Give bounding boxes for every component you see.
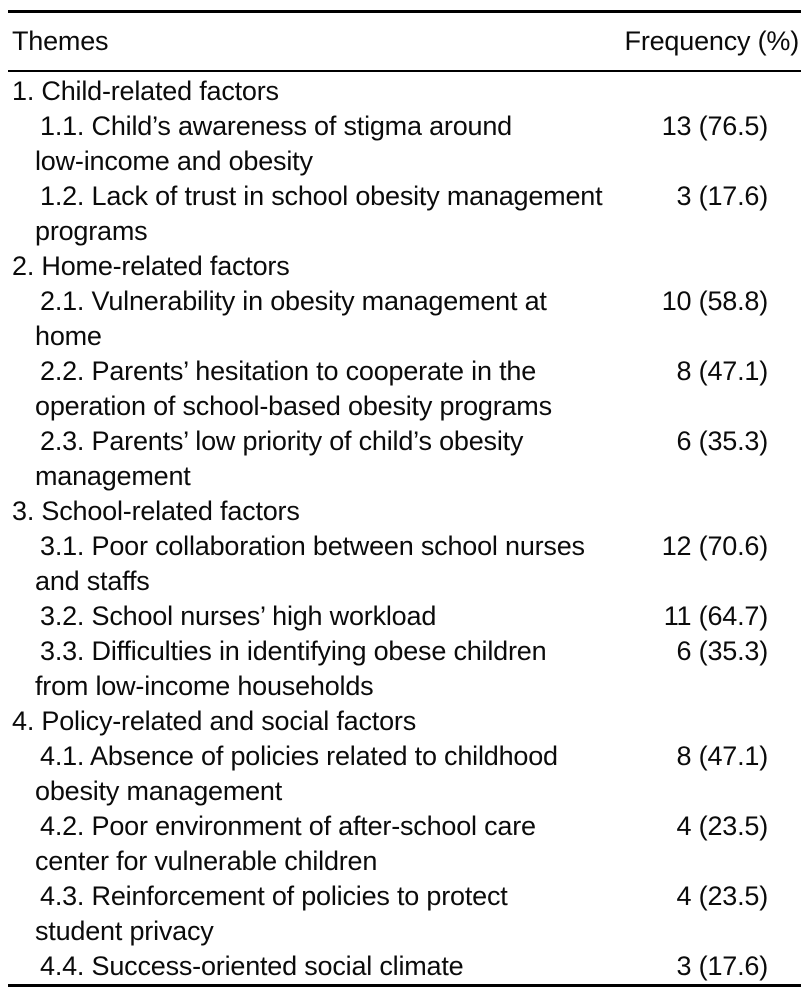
table-row: 1.2. Lack of trust in school obesity man… — [8, 179, 801, 249]
frequency-cell: 3 (17.6) — [676, 951, 769, 981]
table-top-rule — [8, 10, 801, 13]
theme-line: 3.2. School nurses’ high workload — [40, 601, 437, 631]
theme-cell: 4.2. Poor environment of after-school ca… — [8, 809, 801, 879]
theme-line: 1. Child-related factors — [12, 76, 279, 106]
theme-line: 1.1. Child’s awareness of stigma around — [40, 111, 512, 141]
theme-line: 1.2. Lack of trust in school obesity man… — [40, 181, 603, 211]
table-row: 4.4. Success-oriented social climate 3 (… — [8, 949, 801, 984]
theme-cell: 2.3. Parents’ low priority of child’s ob… — [8, 424, 801, 494]
table-header-row: Themes Frequency (%) — [8, 13, 801, 70]
table-row: 1. Child-related factors — [8, 74, 801, 109]
theme-line: 2.3. Parents’ low priority of child’s ob… — [40, 426, 524, 456]
theme-cell: 2.1. Vulnerability in obesity management… — [8, 284, 801, 354]
table-row: 4.3. Reinforcement of policies to protec… — [8, 879, 801, 949]
frequency-cell: 3 (17.6) — [676, 181, 769, 211]
table-row: 2.2. Parents’ hesitation to cooperate in… — [8, 354, 801, 424]
frequency-cell: 12 (70.6) — [661, 531, 768, 561]
theme-line: programs — [35, 216, 148, 246]
theme-line: 3.3. Difficulties in identifying obese c… — [40, 636, 547, 666]
column-header-frequency: Frequency (%) — [624, 26, 800, 56]
table-body: 1. Child-related factors 1.1. Child’s aw… — [8, 72, 801, 984]
theme-cell: 3.1. Poor collaboration between school n… — [8, 529, 801, 599]
theme-line: obesity management — [35, 776, 283, 806]
theme-line: 2.2. Parents’ hesitation to cooperate in… — [40, 356, 537, 386]
theme-cell: 4.4. Success-oriented social climate — [8, 949, 801, 984]
column-header-themes: Themes — [12, 26, 109, 56]
table-row: 3.3. Difficulties in identifying obese c… — [8, 634, 801, 704]
theme-line: 2. Home-related factors — [12, 251, 290, 281]
frequency-cell: 11 (64.7) — [663, 601, 768, 631]
theme-cell: 3. School-related factors — [8, 494, 801, 529]
frequency-cell: 8 (47.1) — [676, 356, 769, 386]
theme-line: center for vulnerable children — [35, 846, 378, 876]
theme-cell: 4.1. Absence of policies related to chil… — [8, 739, 801, 809]
theme-line: operation of school-based obesity progra… — [35, 391, 552, 421]
table-row: 4.1. Absence of policies related to chil… — [8, 739, 801, 809]
theme-line: and staffs — [35, 566, 150, 596]
theme-line: low-income and obesity — [35, 146, 313, 176]
table-bottom-rule — [8, 984, 801, 987]
theme-line: 4.3. Reinforcement of policies to protec… — [40, 881, 508, 911]
frequency-cell: 13 (76.5) — [661, 111, 768, 141]
theme-line: student privacy — [35, 916, 214, 946]
theme-cell: 4. Policy-related and social factors — [8, 704, 801, 739]
theme-cell: 3.3. Difficulties in identifying obese c… — [8, 634, 801, 704]
table-row: 2.1. Vulnerability in obesity management… — [8, 284, 801, 354]
table-row: 4.2. Poor environment of after-school ca… — [8, 809, 801, 879]
theme-cell: 2. Home-related factors — [8, 249, 801, 284]
frequency-cell: 4 (23.5) — [676, 881, 769, 911]
theme-line: from low-income households — [35, 671, 374, 701]
table-row: 3.1. Poor collaboration between school n… — [8, 529, 801, 599]
theme-line: home — [35, 321, 102, 351]
table-row: 1.1. Child’s awareness of stigma around l… — [8, 109, 801, 179]
frequency-cell: 8 (47.1) — [676, 741, 769, 771]
theme-line: 4.1. Absence of policies related to chil… — [40, 741, 558, 771]
theme-cell: 1. Child-related factors — [8, 74, 801, 109]
theme-line: management — [35, 461, 191, 491]
table-row: 3. School-related factors — [8, 494, 801, 529]
theme-line: 4.2. Poor environment of after-school ca… — [40, 811, 536, 841]
frequency-cell: 4 (23.5) — [676, 811, 769, 841]
table-row: 2. Home-related factors — [8, 249, 801, 284]
theme-cell: 4.3. Reinforcement of policies to protec… — [8, 879, 801, 949]
theme-line: 3.1. Poor collaboration between school n… — [40, 531, 585, 561]
table-row: 4. Policy-related and social factors — [8, 704, 801, 739]
theme-line: 2.1. Vulnerability in obesity management… — [40, 286, 547, 316]
frequency-cell: 10 (58.8) — [661, 286, 768, 316]
frequency-cell: 6 (35.3) — [676, 426, 769, 456]
theme-line: 4. Policy-related and social factors — [12, 706, 416, 736]
table-row: 3.2. School nurses’ high workload 11 (64… — [8, 599, 801, 634]
theme-cell: 1.2. Lack of trust in school obesity man… — [8, 179, 801, 249]
frequency-cell: 6 (35.3) — [676, 636, 769, 666]
theme-line: 3. School-related factors — [12, 496, 300, 526]
table-row: 2.3. Parents’ low priority of child’s ob… — [8, 424, 801, 494]
theme-cell: 1.1. Child’s awareness of stigma around l… — [8, 109, 801, 179]
theme-cell: 2.2. Parents’ hesitation to cooperate in… — [8, 354, 801, 424]
theme-line: 4.4. Success-oriented social climate — [40, 951, 464, 981]
theme-cell: 3.2. School nurses’ high workload — [8, 599, 801, 634]
table-header-rule — [8, 70, 801, 72]
